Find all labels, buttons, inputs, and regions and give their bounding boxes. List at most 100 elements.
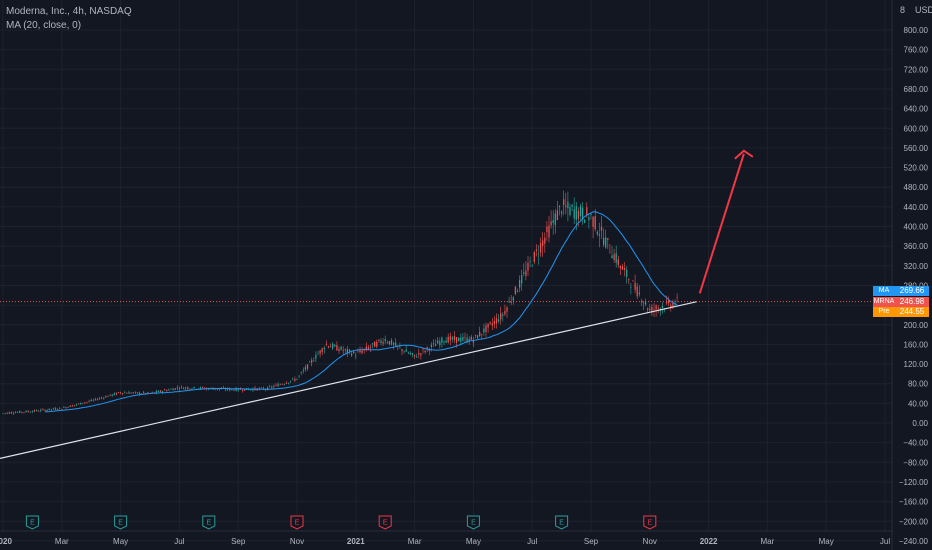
candle (19, 410, 21, 414)
candle (227, 387, 229, 392)
support-trendline[interactable] (0, 301, 697, 459)
symbol-title: Moderna, Inc., 4h, NASDAQ (6, 6, 132, 17)
price-tag-value: 244.55 (895, 307, 929, 318)
y-tick-label: −160.00 (899, 498, 929, 507)
candle (378, 339, 380, 343)
candle (321, 347, 323, 356)
candle (86, 401, 88, 404)
earnings-marker[interactable]: E (555, 515, 569, 530)
candle (409, 351, 412, 356)
candle (92, 398, 94, 402)
candle (311, 357, 313, 367)
candle (71, 404, 73, 407)
candle (115, 392, 118, 396)
candle (90, 398, 92, 402)
candle (657, 305, 659, 314)
y-tick-label: −120.00 (899, 478, 929, 487)
bullish-arrow[interactable] (698, 153, 745, 294)
candle (109, 394, 111, 397)
candle (449, 332, 451, 346)
candle (61, 408, 63, 410)
candle (613, 248, 615, 263)
candle (447, 333, 449, 344)
candle (361, 346, 363, 355)
candle (241, 388, 244, 393)
candle (65, 406, 67, 409)
candle (101, 396, 103, 400)
x-tick-label: May (819, 537, 834, 546)
candle (554, 208, 556, 234)
candle (525, 261, 527, 281)
candle (126, 392, 128, 394)
candle (628, 278, 630, 285)
log-scale-toggle[interactable]: 8 (900, 5, 906, 15)
earnings-marker[interactable]: E (466, 515, 480, 530)
currency-label: USD (915, 5, 932, 15)
x-tick-label: Nov (290, 537, 304, 546)
candle (489, 321, 491, 325)
candle (292, 377, 294, 381)
y-tick-label: 600.00 (904, 124, 929, 133)
candle (422, 347, 424, 354)
candle (392, 341, 395, 350)
candle (542, 232, 544, 257)
candle (464, 332, 466, 344)
candle (395, 338, 397, 347)
earnings-marker[interactable]: E (290, 515, 304, 530)
candle (254, 385, 256, 392)
earnings-marker[interactable]: E (202, 515, 216, 530)
candle (4, 412, 6, 415)
candle (636, 282, 638, 299)
candle (229, 387, 231, 392)
candle (584, 219, 586, 224)
candle (623, 262, 626, 277)
candle (325, 340, 328, 347)
earnings-marker[interactable]: E (643, 515, 657, 530)
candle (476, 334, 479, 339)
earnings-marker[interactable]: E (25, 515, 39, 530)
candle (23, 411, 25, 414)
candle (594, 208, 596, 232)
candle (176, 385, 178, 391)
candle (363, 348, 365, 354)
earnings-marker[interactable]: E (378, 515, 392, 530)
candle (535, 244, 538, 257)
candle (10, 411, 13, 415)
candle (111, 394, 113, 397)
candle (218, 388, 220, 391)
candle (294, 376, 296, 383)
candle (640, 298, 643, 306)
candle (579, 203, 582, 220)
candle (155, 389, 157, 395)
y-tick-label: −200.00 (899, 517, 929, 526)
candle (550, 210, 552, 229)
candle (552, 210, 554, 235)
candle (676, 293, 678, 303)
candle (14, 410, 17, 414)
candle (46, 408, 48, 412)
candle (644, 298, 647, 307)
candle (502, 312, 504, 322)
candle (437, 337, 439, 344)
candle (119, 391, 122, 395)
candle (472, 336, 475, 348)
arrow-head (734, 149, 754, 160)
candle (88, 399, 90, 403)
x-tick-label: Jul (880, 537, 890, 546)
candle (29, 411, 31, 413)
candle (287, 382, 290, 385)
price-tag-value: 269.66 (895, 286, 929, 297)
price-tag-label: Pre (873, 307, 895, 318)
candle (390, 337, 393, 346)
y-tick-label: 520.00 (904, 164, 929, 173)
y-tick-label: 480.00 (904, 183, 929, 192)
candle (470, 334, 472, 341)
candle (332, 342, 334, 351)
candle (166, 389, 168, 392)
y-tick-label: 280.00 (904, 281, 929, 290)
candle (340, 346, 342, 351)
candle (468, 336, 470, 345)
earnings-marker[interactable]: E (114, 515, 128, 530)
